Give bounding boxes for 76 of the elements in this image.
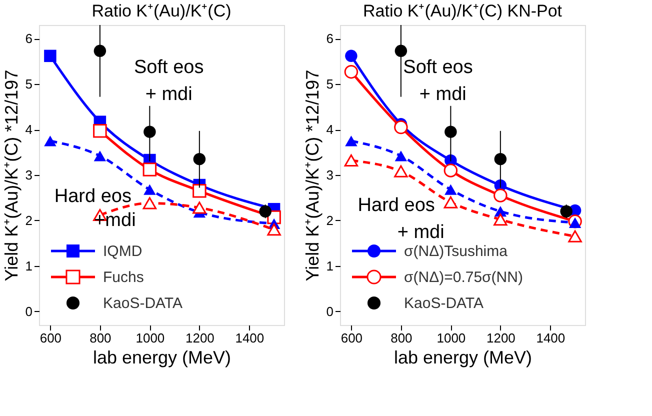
annotation: Soft eos [403, 57, 473, 78]
point [345, 50, 358, 62]
point [344, 64, 358, 79]
y-axis-title: Yield K⁺(Au)/K⁺(C) *12/197 [1, 70, 22, 282]
x-tick-label: 1400 [235, 330, 264, 346]
x-tick-label: 1000 [436, 330, 466, 346]
annotation: + mdi [419, 84, 466, 105]
x-axis-title: lab energy (MeV) [92, 348, 232, 368]
point [142, 197, 157, 210]
legend-label: Fuchs [103, 269, 144, 286]
x-tick-label: 600 [340, 330, 363, 346]
point [94, 44, 106, 58]
y-tick-label: 4 [25, 122, 32, 138]
x-tick-label: 800 [390, 330, 412, 346]
point [394, 120, 408, 134]
y-axis-title: Yield K⁺(Au)/K⁺(C) *12/197 [302, 70, 322, 282]
y-tick-label: 6 [326, 31, 334, 46]
y-tick-label: 2 [326, 212, 334, 228]
y-tick-label: 3 [25, 168, 32, 182]
point [192, 184, 206, 198]
annotation: +mdi [94, 210, 136, 231]
y-tick-label: 3 [326, 168, 334, 182]
point [394, 150, 408, 162]
point [144, 184, 156, 195]
point [394, 44, 408, 58]
annotation: Hard eos [358, 195, 435, 216]
legend-label: KaoS-DATA [103, 295, 182, 312]
point [345, 136, 358, 146]
x-tick-label: 1400 [536, 330, 566, 346]
point [93, 124, 107, 138]
annotation: + mdi [397, 222, 444, 243]
point [568, 217, 582, 228]
point [494, 188, 508, 202]
chart-title: Ratio K⁺(Au)/K⁺(C) KN-Pot [362, 2, 562, 20]
y-tick-label: 0 [326, 304, 334, 319]
point [494, 152, 507, 166]
y-tick-label: 0 [25, 304, 32, 319]
legend-label: KaoS-DATA [404, 295, 484, 312]
annotation: + mdi [145, 84, 192, 105]
point [444, 126, 457, 138]
annotation: Hard eos [54, 186, 132, 207]
point [560, 205, 572, 218]
point [192, 202, 206, 214]
x-axis-title: lab energy (MeV) [394, 348, 532, 368]
point [142, 162, 157, 176]
point [444, 164, 458, 178]
point [193, 152, 206, 166]
y-tick-label: 5 [326, 76, 334, 92]
point [494, 213, 508, 226]
y-tick-label: 5 [25, 76, 32, 92]
x-tick-label: 1000 [136, 330, 165, 346]
point [344, 154, 358, 167]
legend-label: σ(NΔ)=0.75σ(NN) [404, 269, 523, 286]
y-tick-label: 2 [25, 212, 32, 228]
x-tick-label: 1200 [185, 330, 214, 346]
point [259, 205, 272, 218]
point [94, 150, 106, 162]
point [444, 184, 457, 195]
point [267, 223, 281, 236]
y-tick-label: 1 [326, 258, 334, 274]
point [568, 230, 582, 242]
annotation: Soft eos [134, 57, 204, 78]
point [444, 196, 458, 208]
chart-title: Ratio K⁺(Au)/K⁺(C) [92, 2, 232, 20]
y-tick-label: 4 [326, 122, 334, 138]
point [44, 50, 56, 62]
point [394, 165, 408, 178]
legend-label: σ(NΔ)Tsushima [404, 243, 508, 260]
y-tick-label: 6 [25, 31, 32, 46]
legend-label: IQMD [103, 243, 142, 260]
x-tick-label: 800 [90, 330, 112, 346]
x-tick-label: 600 [40, 330, 62, 346]
y-tick-label: 1 [25, 258, 32, 274]
point [144, 126, 156, 138]
point [44, 136, 56, 146]
x-tick-label: 1200 [486, 330, 516, 346]
